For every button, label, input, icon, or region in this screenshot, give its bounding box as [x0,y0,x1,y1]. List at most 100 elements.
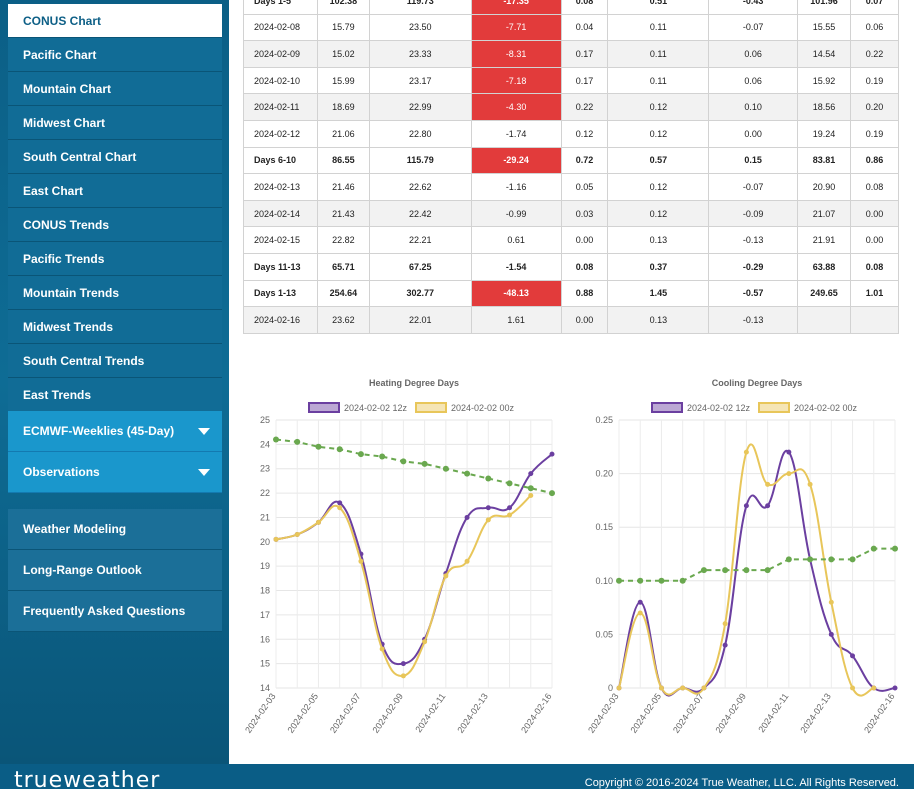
data-point[interactable] [743,503,749,509]
data-point[interactable] [616,685,622,691]
data-point[interactable] [273,436,279,443]
data-point[interactable] [637,599,643,605]
sidebar-item-south-central-chart[interactable]: South Central Chart [8,140,222,174]
data-point[interactable] [357,451,364,458]
sidebar-dropdown-observations[interactable]: Observations [8,452,222,493]
data-point[interactable] [400,458,407,465]
data-point[interactable] [765,481,771,487]
data-point[interactable] [637,610,643,616]
table-cell: 0.08 [850,173,899,201]
data-point[interactable] [616,577,622,584]
data-point[interactable] [722,621,728,627]
data-point[interactable] [294,532,300,538]
data-point[interactable] [315,443,322,450]
data-point[interactable] [871,685,877,691]
trueweather-logo[interactable]: trueweather [14,768,161,789]
data-point[interactable] [464,558,470,564]
data-point[interactable] [870,545,877,552]
data-point[interactable] [807,481,813,487]
data-point[interactable] [849,556,856,563]
sidebar-item-midwest-chart[interactable]: Midwest Chart [8,106,222,140]
copyright-text: Copyright © 2016-2024 True Weather, LLC.… [584,777,899,789]
data-point[interactable] [273,536,279,542]
data-point[interactable] [443,573,449,579]
data-point[interactable] [528,493,534,499]
data-point[interactable] [828,631,834,637]
legend-entry[interactable]: 2024-02-02 12z [651,402,751,413]
data-point[interactable] [765,503,771,509]
data-point[interactable] [658,577,665,584]
sidebar-item-pacific-chart[interactable]: Pacific Chart [8,38,222,72]
data-point[interactable] [549,490,555,497]
sidebar-item-conus-trends[interactable]: CONUS Trends [8,208,222,242]
data-point[interactable] [507,505,513,511]
data-point[interactable] [485,475,492,482]
data-point[interactable] [828,556,835,563]
data-point[interactable] [337,500,343,506]
data-point[interactable] [315,519,321,525]
data-point[interactable] [850,685,856,691]
data-point[interactable] [400,673,406,679]
data-point[interactable] [722,567,729,574]
data-point[interactable] [764,567,771,574]
legend-entry[interactable]: 2024-02-02 00z [415,402,515,413]
data-point[interactable] [828,599,834,605]
data-point[interactable] [336,446,343,453]
data-point[interactable] [786,471,792,477]
data-point[interactable] [422,639,428,645]
data-point[interactable] [527,485,534,492]
data-point[interactable] [421,460,428,467]
data-point[interactable] [379,453,386,460]
data-point[interactable] [680,685,686,691]
data-point[interactable] [528,471,534,477]
data-point[interactable] [807,556,814,563]
data-point[interactable] [658,685,664,691]
data-point[interactable] [892,685,898,691]
table-row: Days 1-5 102.38 119.73 -17.35 0.08 0.51 -0.43 1… [243,0,899,15]
data-point[interactable] [722,642,728,648]
data-point[interactable] [507,512,513,518]
data-point[interactable] [700,567,707,574]
data-point[interactable] [679,577,686,584]
data-point[interactable] [850,653,856,659]
sidebar-link-weather-modeling[interactable]: Weather Modeling [8,509,222,550]
data-point[interactable] [506,480,513,487]
data-point[interactable] [442,465,449,472]
data-point[interactable] [549,451,555,457]
sidebar-dropdown-ecmwf-weeklies-45-day[interactable]: ECMWF-Weeklies (45-Day) [8,411,222,452]
sidebar-item-south-central-trends[interactable]: South Central Trends [8,344,222,378]
data-point[interactable] [485,505,491,511]
data-point[interactable] [892,545,898,552]
data-point[interactable] [701,685,707,691]
legend-entry[interactable]: 2024-02-02 12z [308,402,408,413]
data-point[interactable] [294,438,301,445]
data-point[interactable] [637,577,644,584]
data-point[interactable] [743,567,750,574]
data-point[interactable] [337,505,343,511]
legend-label: 2024-02-02 00z [451,403,515,413]
sidebar-item-east-trends[interactable]: East Trends [8,378,222,412]
data-point[interactable] [464,470,471,477]
data-point[interactable] [786,449,792,455]
series-line [275,438,553,495]
data-point[interactable] [400,661,406,667]
table-cell: 2024-02-13 [243,173,318,201]
sidebar-item-mountain-trends[interactable]: Mountain Trends [8,276,222,310]
sidebar-item-east-chart[interactable]: East Chart [8,174,222,208]
legend-entry[interactable]: 2024-02-02 00z [758,402,858,413]
data-point[interactable] [464,514,470,520]
y-tick-label: 23 [260,464,270,474]
sidebar-item-midwest-trends[interactable]: Midwest Trends [8,310,222,344]
data-point[interactable] [358,558,364,564]
sidebar-item-mountain-chart[interactable]: Mountain Chart [8,72,222,106]
table-cell: 22.62 [368,173,472,201]
sidebar-item-conus-chart[interactable]: CONUS Chart [8,4,222,38]
sidebar-link-long-range-outlook[interactable]: Long-Range Outlook [8,550,222,591]
data-point[interactable] [743,449,749,455]
data-point[interactable] [785,556,792,563]
data-point[interactable] [379,646,385,652]
sidebar-item-pacific-trends[interactable]: Pacific Trends [8,242,222,276]
sidebar-link-frequently-asked-questions[interactable]: Frequently Asked Questions [8,591,222,632]
legend-label: 2024-02-02 12z [687,403,751,413]
data-point[interactable] [485,517,491,523]
